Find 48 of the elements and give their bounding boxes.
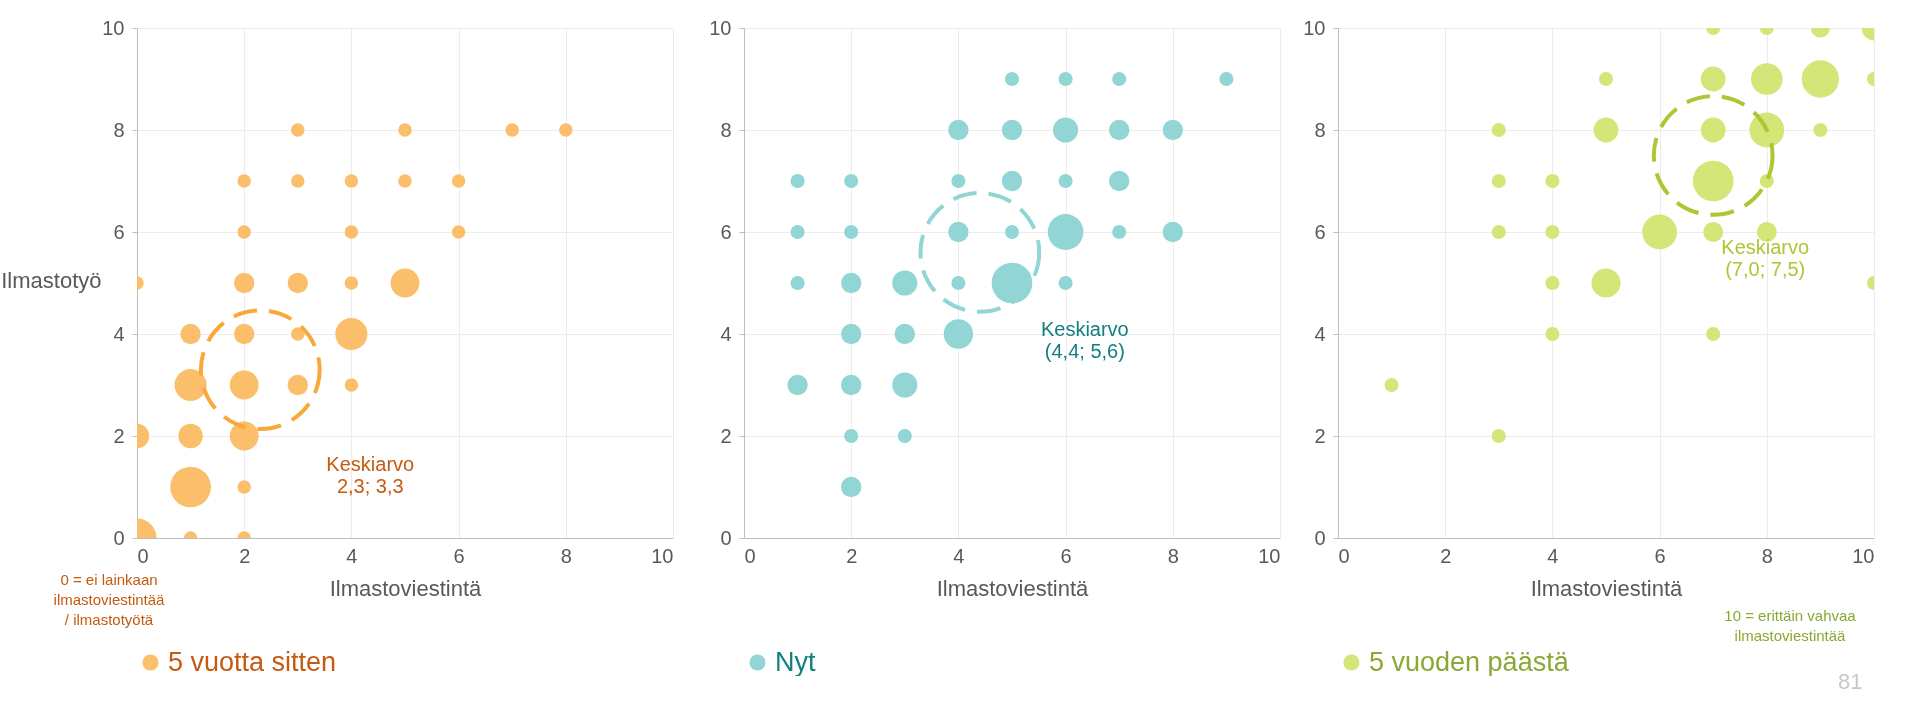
y-tick-label: 6 xyxy=(113,220,125,243)
legend-label: 5 vuoden päästä xyxy=(1369,646,1570,677)
x-tick-label: 2 xyxy=(846,544,858,567)
x-tick-label: 4 xyxy=(1547,544,1559,567)
x-tick-label: 0 xyxy=(1338,544,1350,567)
x-tick-label: 8 xyxy=(560,544,572,567)
x-tick-label: 10 xyxy=(651,544,674,567)
x-tick-label: 0 xyxy=(137,544,149,567)
x-tick-label: 2 xyxy=(239,544,251,567)
y-tick-label: 8 xyxy=(1314,118,1326,141)
x-tick-label: 10 xyxy=(1258,544,1281,567)
y-tick-label: 2 xyxy=(113,424,125,447)
y-tick-label: 4 xyxy=(1314,322,1326,345)
x-tick-label: 4 xyxy=(953,544,965,567)
series-label: Keskiarvo (4,4; 5,6) xyxy=(1040,318,1129,363)
y-tick-label: 10 xyxy=(1303,16,1326,39)
x-tick-label: 8 xyxy=(1761,544,1773,567)
y-tick-label: 8 xyxy=(720,118,732,141)
text: Keskiarvo 2,3; 3,3 xyxy=(326,452,415,497)
x-axis-title: Ilmastoviestintä xyxy=(936,575,1090,601)
x-tick-label: 6 xyxy=(1654,544,1666,567)
x-tick-label: 4 xyxy=(346,544,358,567)
x-tick-label: 0 xyxy=(744,544,756,567)
x-tick-label: 2 xyxy=(1440,544,1452,567)
x-axis-title: Ilmastoviestintä xyxy=(329,575,483,601)
x-tick-label: 10 xyxy=(1852,544,1875,567)
y-tick-label: 0 xyxy=(113,526,125,549)
x-tick-label: 6 xyxy=(1060,544,1072,567)
x-axis-title: Ilmastoviestintä xyxy=(1530,575,1684,601)
series-label: Keskiarvo (7,0; 7,5) xyxy=(1721,235,1810,280)
y-tick-label: 4 xyxy=(720,322,732,345)
x-tick-label: 6 xyxy=(453,544,465,567)
y-tick-label: 6 xyxy=(720,220,732,243)
y-tick-label: 6 xyxy=(1314,220,1326,243)
y-tick-label: 2 xyxy=(1314,424,1326,447)
y-axis-title: Ilmastotyö xyxy=(1,267,102,293)
y-tick-label: 8 xyxy=(113,118,125,141)
legend-label: Nyt xyxy=(775,646,816,677)
x-tick-label: 8 xyxy=(1167,544,1179,567)
text: 10 = erittäin vahvaa ilmastoviestintää xyxy=(1723,606,1857,646)
legend-label: 5 vuotta sitten xyxy=(168,646,337,677)
y-tick-label: 0 xyxy=(1314,526,1326,549)
y-tick-label: 4 xyxy=(113,322,125,345)
y-tick-label: 0 xyxy=(720,526,732,549)
y-tick-label: 10 xyxy=(102,16,125,39)
text: 0 = ei lainkaan ilmastoviestintää / ilmastotyötä xyxy=(52,570,166,630)
y-tick-label: 2 xyxy=(720,424,732,447)
y-tick-label: 10 xyxy=(709,16,732,39)
